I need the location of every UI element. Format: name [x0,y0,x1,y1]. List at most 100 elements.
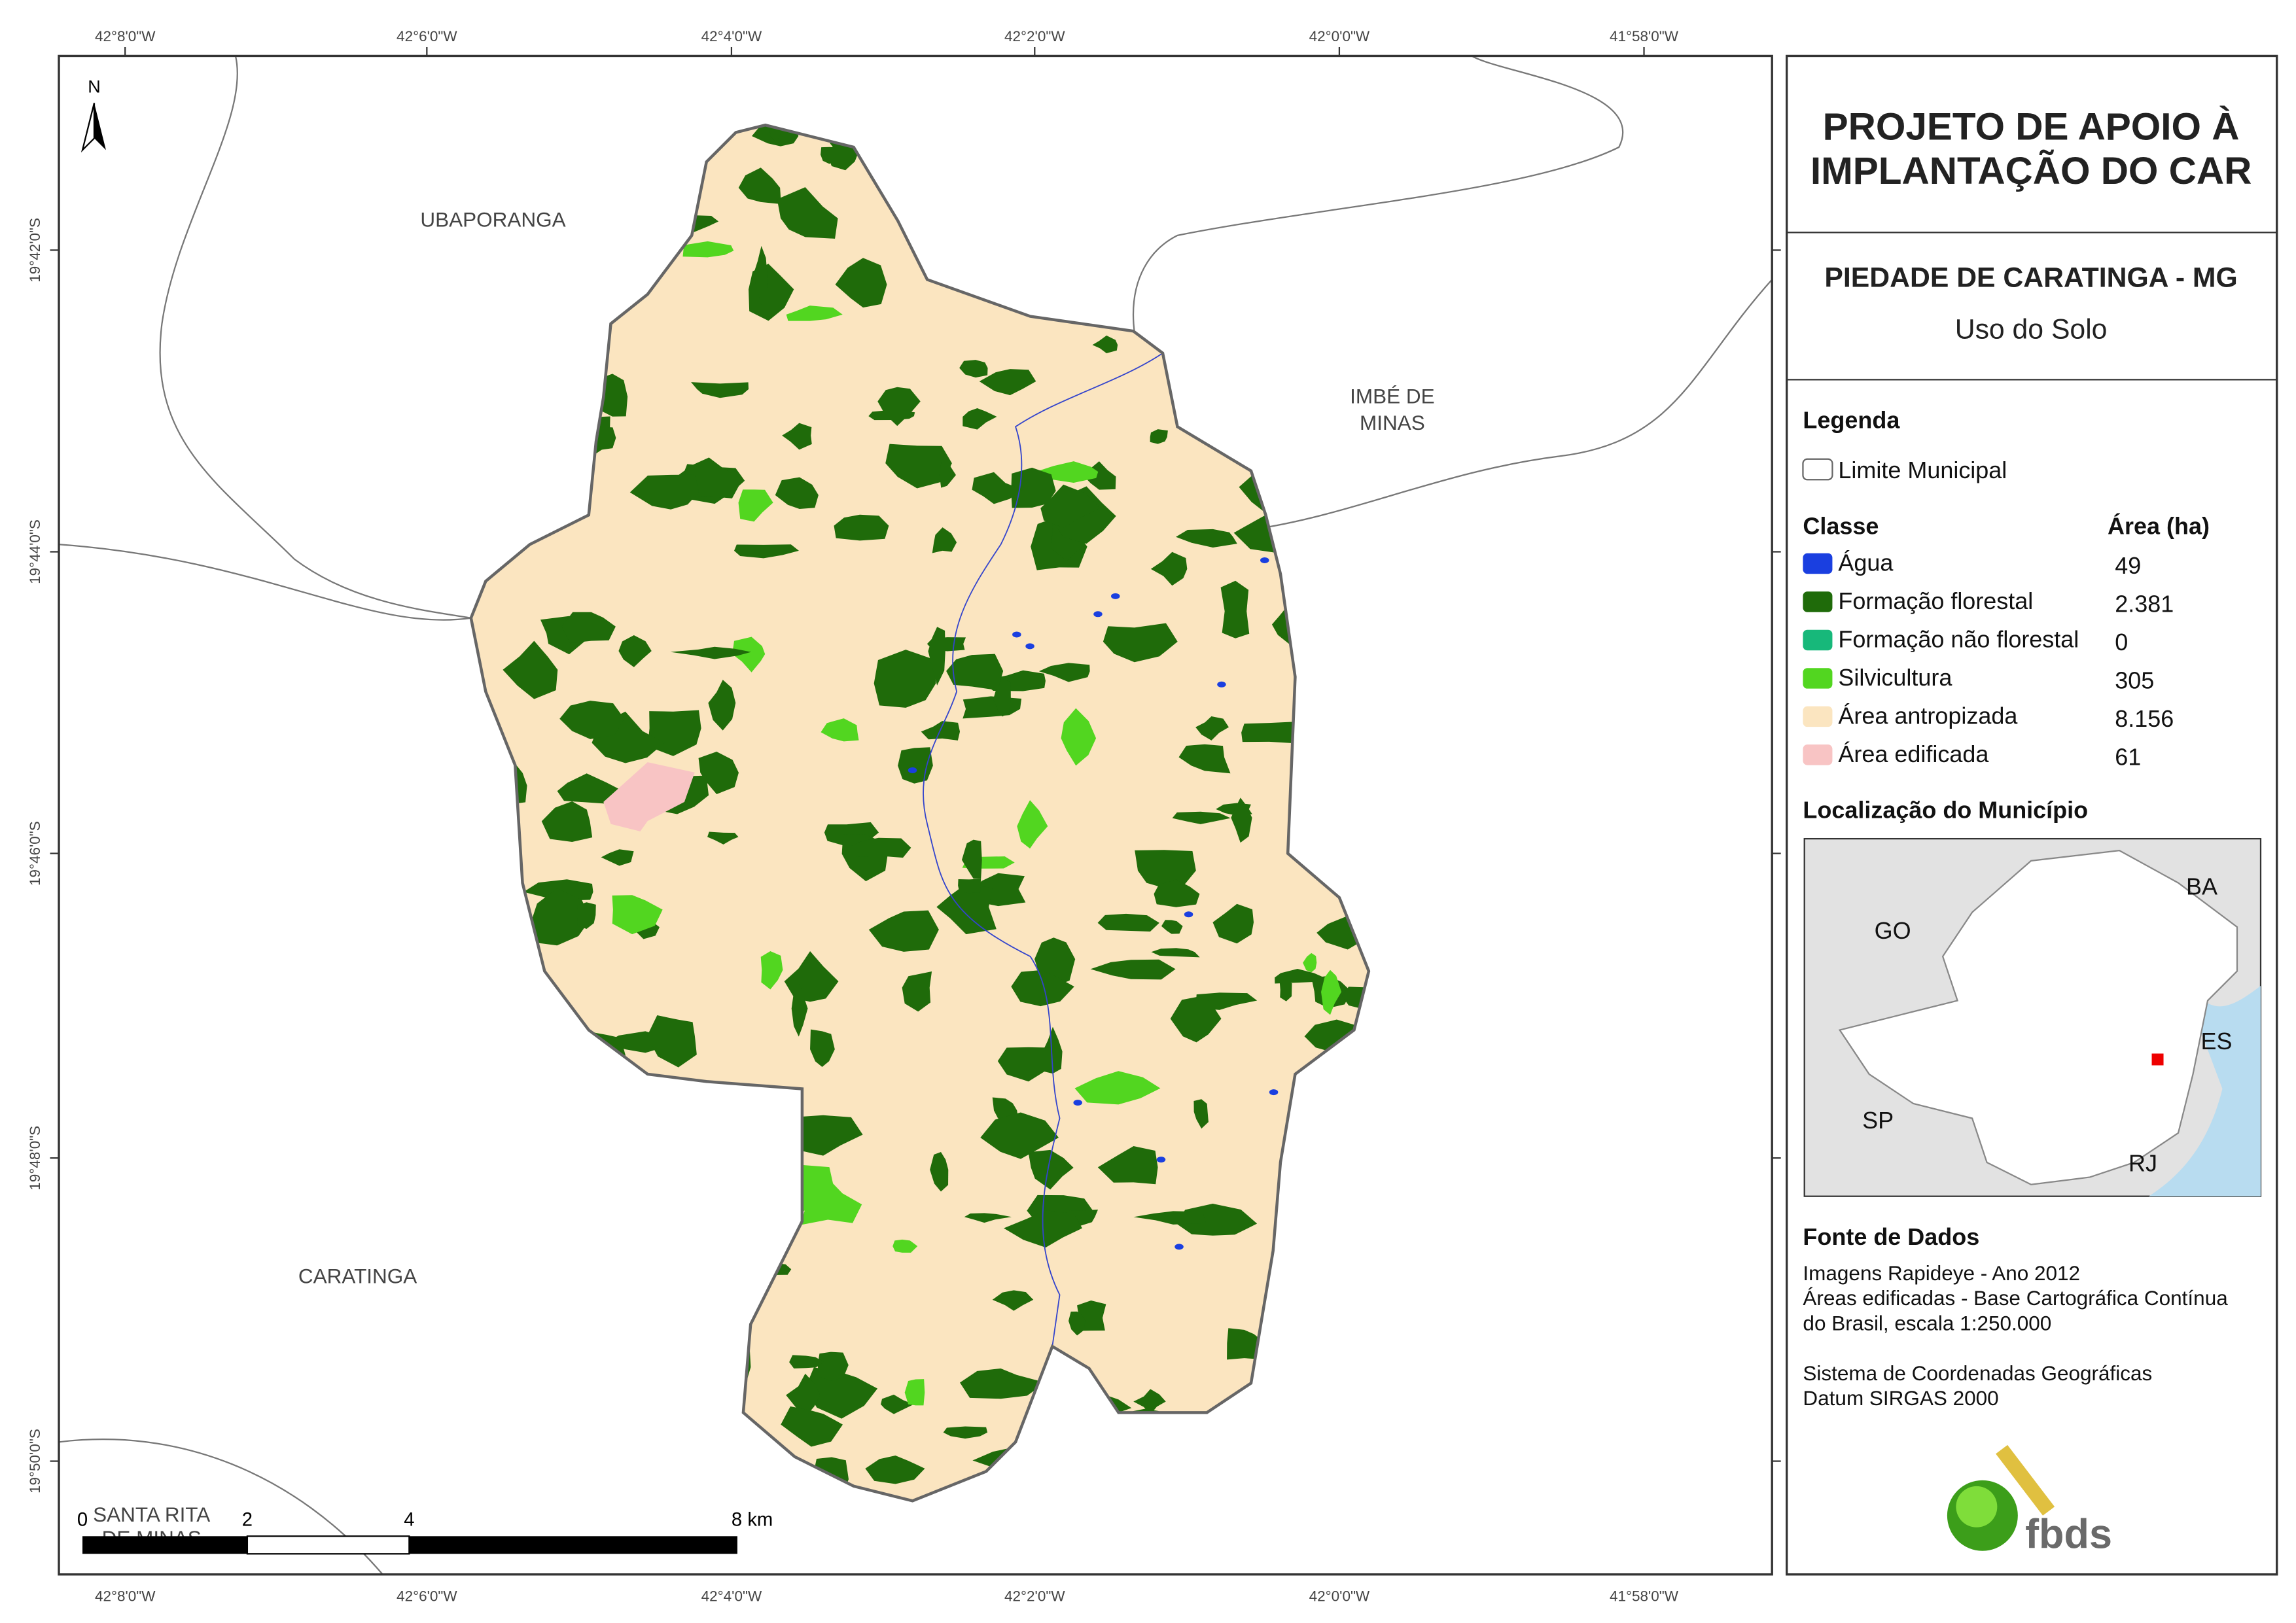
logo-bar [1996,1444,2055,1516]
graticule-labels: 42°8'0"W 42°8'0"W 42°6'0"W 42°6'0"W 42°4'0"W… [27,28,1781,1604]
land-cover-patch [528,888,591,946]
scale-label: 0 [77,1510,88,1531]
land-cover-patch [1154,879,1200,907]
boundary-line [1250,279,1773,531]
panel-frame [1786,54,2278,1576]
land-cover-patch [1061,708,1097,766]
land-cover-patch [1074,1071,1161,1105]
land-cover-patch [958,879,981,894]
land-cover-patch [1161,920,1183,934]
land-cover-patch [576,902,596,929]
water-patch [1269,1089,1279,1096]
legend-title: Legenda [1803,407,1900,434]
legend-area: 0 [2115,629,2128,655]
latitude-label: 19°50'0"S [27,1429,43,1493]
land-cover-patch [868,910,939,952]
land-cover-patch [1040,484,1100,528]
water-patch [1073,1100,1082,1106]
legend-area: 2.381 [2115,591,2174,618]
land-cover-patch [1097,913,1159,932]
land-cover-patch [781,1406,843,1447]
land-cover-patch [964,1213,1012,1223]
state-label: RJ [2128,1149,2157,1176]
land-cover-patch [805,1367,878,1419]
land-cover-patch [1069,1311,1086,1336]
place-label: CARATINGA [298,1264,417,1287]
land-cover-patch [541,801,593,843]
land-cover-patch [835,258,887,308]
land-cover-patch [791,1115,863,1156]
land-cover-patch [682,241,734,258]
land-cover-patch [800,1178,862,1225]
water-patch [1012,631,1021,638]
land-cover-patch [997,1047,1054,1082]
land-cover-patch [961,839,982,879]
legend-label: Limite Municipal [1838,457,2007,483]
land-cover-patch [557,773,624,805]
longitude-label: 42°0'0"W [1309,28,1370,44]
land-cover-patch [732,637,766,672]
land-cover-patch [760,951,783,990]
water-patch [1184,911,1193,918]
land-cover-patch [1303,952,1317,973]
boundary-line [59,1438,383,1575]
land-cover-patch [810,1029,835,1067]
boundary-line [1132,56,1624,428]
land-cover-patch [1011,467,1056,508]
land-cover-patch [939,455,956,488]
land-cover-patch [601,849,634,866]
land-cover-patch [618,635,652,667]
inset-location [2151,1053,2164,1066]
land-cover-patch [1133,1389,1166,1415]
boundary-line [159,56,471,619]
water-patch [1110,593,1120,599]
land-cover-patch [707,831,739,845]
legend-swatch [1803,553,1833,574]
longitude-label: 42°0'0"W [1309,1588,1370,1604]
land-cover-patch [992,1290,1034,1311]
land-cover-patch [1172,811,1231,824]
land-cover-patch [960,1368,1046,1399]
scale-label: 2 [242,1510,253,1531]
land-cover-patch [932,527,957,553]
water-patch [1156,1157,1166,1163]
land-cover-patch [928,627,945,686]
longitude-label: 42°6'0"W [397,28,457,44]
longitude-label: 42°8'0"W [95,1588,156,1604]
legend-label: Silvicultura [1838,664,1952,691]
land-cover-patch [946,654,1004,691]
land-cover-patch [1176,529,1237,548]
land-cover-patch [503,640,558,699]
land-cover-patch [847,837,911,858]
map-frame [58,54,1773,1576]
legend-label: Formação florestal [1838,587,2033,614]
water-patch [1093,611,1103,618]
place-label: MINAS [1360,411,1425,434]
logo-highlight [1956,1486,1998,1527]
land-cover-patch [1279,981,1292,1002]
scale-bar: 0 2 4 8 km [77,1510,773,1555]
panel-title: IMPLANTAÇÃO DO CAR [1810,149,2252,192]
land-cover-patch [881,1394,914,1414]
land-cover-patch [959,360,988,378]
land-cover-patch [786,1373,821,1418]
legend-label: Água [1838,550,1893,576]
crs-line: Sistema de Coordenadas Geográficas [1803,1361,2152,1385]
longitude-label: 42°4'0"W [701,1588,762,1604]
land-cover-patch [1150,429,1168,444]
land-cover-patch [980,1112,1059,1159]
land-cover-patch [902,971,932,1012]
inset-sea [2149,971,2261,1196]
land-cover-patch [885,444,952,489]
water-patch [1260,557,1269,563]
land-cover-patch [629,474,699,510]
land-cover-patch [1193,1099,1209,1129]
legend-area: 61 [2115,744,2141,771]
north-label: N [88,77,101,97]
land-cover-patch [892,1239,918,1253]
scale-segment [409,1536,737,1554]
legend-swatch [1803,706,1833,727]
land-cover-patch [1321,969,1342,1015]
source-line: do Brasil, escala 1:250.000 [1803,1311,2051,1335]
land-cover-patch [698,751,739,794]
